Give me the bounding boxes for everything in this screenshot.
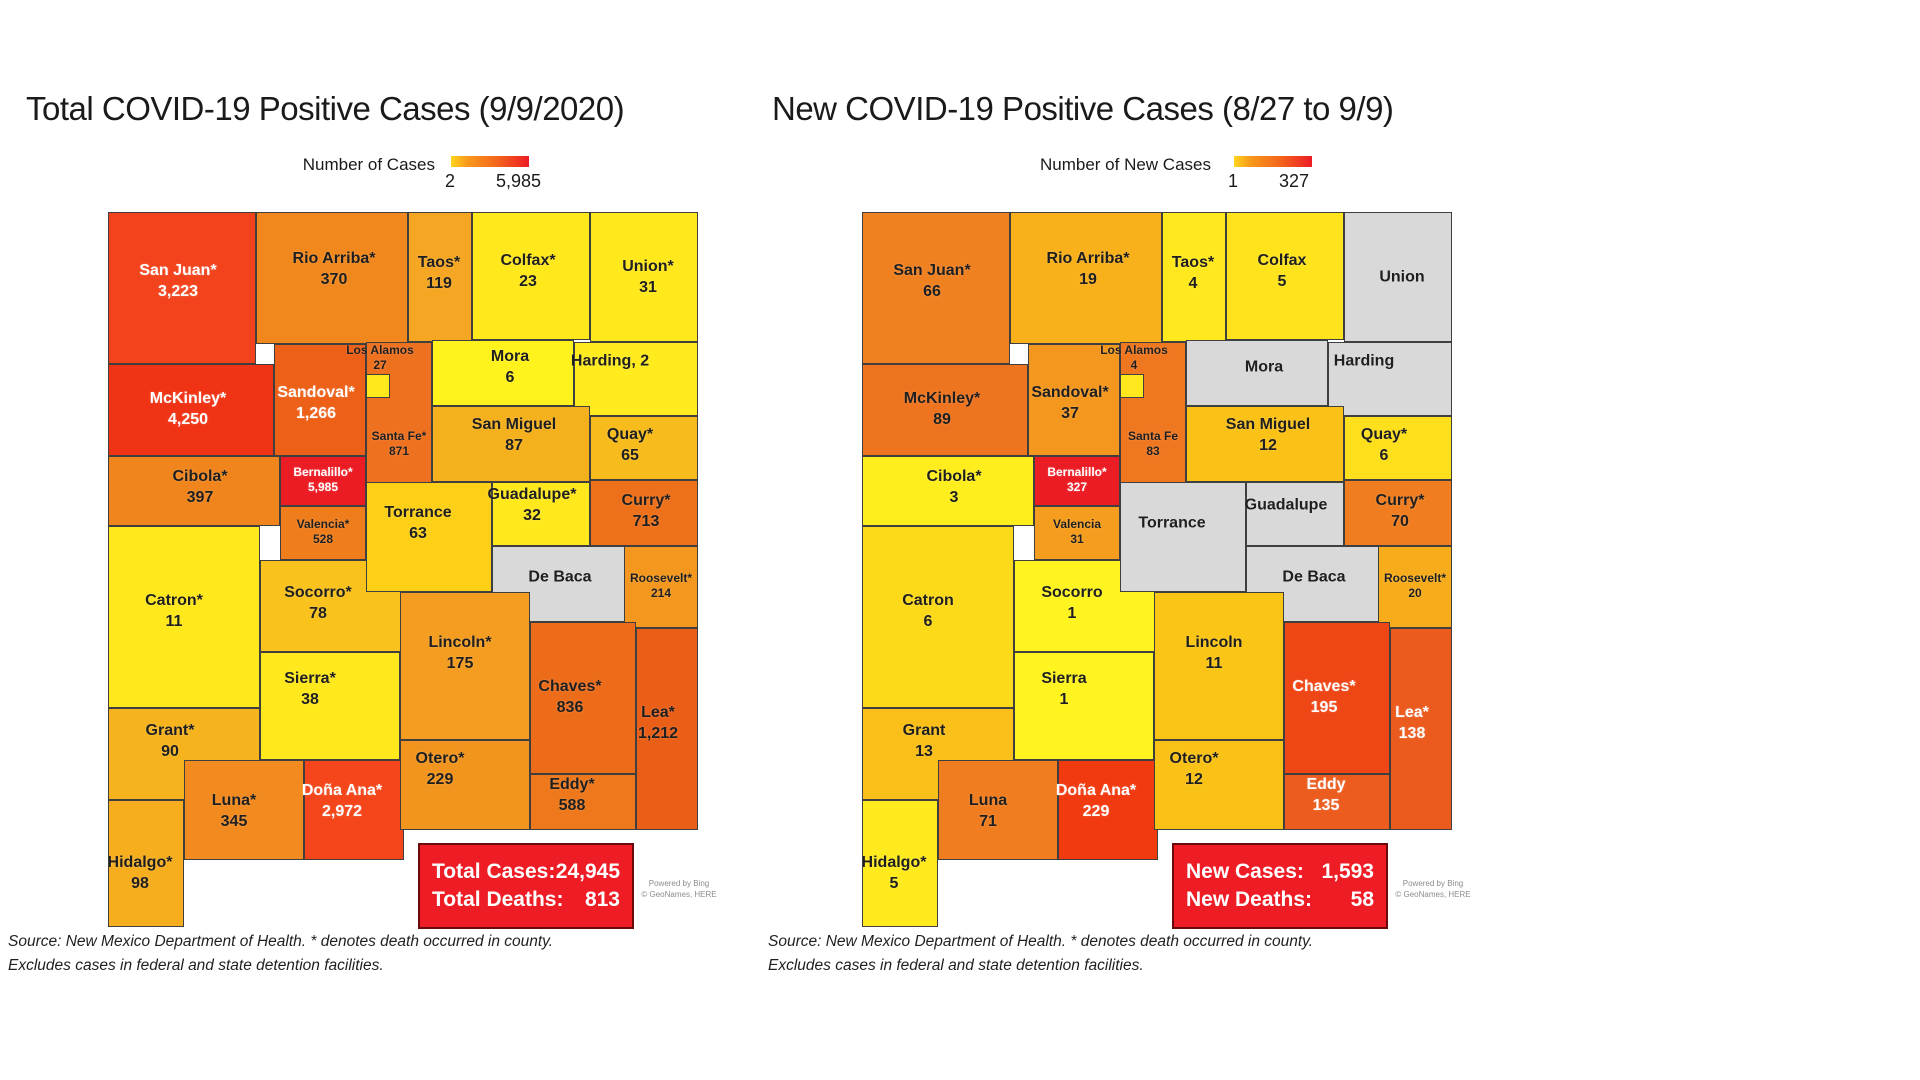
county-valencia[interactable]: [1034, 506, 1120, 560]
county-santa-fe[interactable]: [366, 342, 432, 488]
county-luna[interactable]: [938, 760, 1058, 860]
new-cases-row: New Cases: 1,593: [1186, 860, 1374, 884]
county-otero[interactable]: [400, 740, 530, 830]
new-deaths-row: New Deaths: 58: [1186, 888, 1374, 912]
left-legend-max-value: 5,985: [496, 171, 542, 191]
county-bernalillo[interactable]: [1034, 456, 1120, 506]
new-summary-box: New Cases: 1,593 New Deaths: 58: [1172, 843, 1388, 929]
county-taos[interactable]: [1162, 212, 1226, 342]
county-union[interactable]: [1344, 212, 1452, 342]
powered-by-bing-text: Powered by Bing: [648, 879, 710, 888]
county-los-alamos[interactable]: [366, 374, 390, 398]
county-mckinley[interactable]: [108, 364, 274, 456]
right-source-note: Source: New Mexico Department of Health.…: [768, 933, 1314, 975]
county-otero[interactable]: [1154, 740, 1284, 830]
new-cases-value: 1,593: [1321, 860, 1374, 883]
county-dona-ana[interactable]: [304, 760, 404, 860]
right-legend-gradient-bar: [1234, 156, 1312, 167]
left-legend-title: Number of Cases: [302, 155, 435, 174]
county-lincoln[interactable]: [400, 592, 530, 740]
county-san-miguel[interactable]: [432, 406, 590, 482]
county-lea[interactable]: [636, 628, 698, 830]
left-source-note: Source: New Mexico Department of Health.…: [8, 933, 554, 975]
county-rio-arriba[interactable]: [1010, 212, 1162, 344]
county-santa-fe[interactable]: [1120, 342, 1186, 488]
county-catron[interactable]: [108, 526, 260, 708]
geonames-here-text: © GeoNames, HERE: [641, 890, 717, 899]
county-cibola[interactable]: [108, 456, 280, 526]
county-sierra[interactable]: [260, 652, 400, 760]
left-legend-gradient-bar: [451, 156, 529, 167]
county-torrance[interactable]: [366, 482, 492, 592]
county-chaves[interactable]: [530, 622, 636, 774]
geonames-here-text: © GeoNames, HERE: [1395, 890, 1471, 899]
county-san-juan[interactable]: [862, 212, 1010, 364]
right-legend-max-value: 327: [1279, 171, 1310, 191]
county-torrance[interactable]: [1120, 482, 1246, 592]
county-bernalillo[interactable]: [280, 456, 366, 506]
bing-attribution: Powered by Bing © GeoNames, HERE: [640, 878, 718, 900]
map-new-cases: San Juan* 66 Rio Arriba* 19 Taos* 4 Colfax 5 Uni…: [862, 212, 1452, 927]
county-curry[interactable]: [1344, 480, 1452, 546]
county-colfax[interactable]: [472, 212, 590, 340]
county-mora[interactable]: [1186, 340, 1328, 406]
left-map-title: Total COVID-19 Positive Cases (9/9/2020): [26, 90, 625, 127]
total-cases-label: Total Cases:: [432, 860, 556, 883]
map-total-cases: San Juan* 3,223 Rio Arriba* 370 Taos* 119 Colf…: [108, 212, 698, 927]
county-harding[interactable]: [1328, 342, 1452, 416]
county-union[interactable]: [590, 212, 698, 342]
county-guadalupe[interactable]: [1246, 482, 1344, 546]
county-rio-arriba[interactable]: [256, 212, 408, 344]
county-sierra[interactable]: [1014, 652, 1154, 760]
county-luna[interactable]: [184, 760, 304, 860]
county-colfax[interactable]: [1226, 212, 1344, 340]
county-san-juan[interactable]: [108, 212, 256, 364]
right-legend-title: Number of New Cases: [1039, 155, 1211, 174]
new-deaths-value: 58: [1350, 888, 1374, 911]
right-map-title: New COVID-19 Positive Cases (8/27 to 9/9…: [772, 90, 1394, 127]
left-legend-min-value: 2: [445, 171, 456, 191]
county-dona-ana[interactable]: [1058, 760, 1158, 860]
total-cases-value: 24,945: [555, 860, 620, 883]
county-eddy[interactable]: [1284, 774, 1390, 830]
county-quay[interactable]: [590, 416, 698, 480]
county-sandoval[interactable]: [1028, 344, 1120, 456]
powered-by-bing-text: Powered by Bing: [1402, 879, 1464, 888]
county-sandoval[interactable]: [274, 344, 366, 456]
county-de-baca[interactable]: [1246, 546, 1382, 622]
new-deaths-label: New Deaths:: [1186, 888, 1313, 911]
county-taos[interactable]: [408, 212, 472, 342]
county-valencia[interactable]: [280, 506, 366, 560]
county-catron[interactable]: [862, 526, 1014, 708]
county-san-miguel[interactable]: [1186, 406, 1344, 482]
county-cibola[interactable]: [862, 456, 1034, 526]
county-lincoln[interactable]: [1154, 592, 1284, 740]
total-deaths-value: 813: [584, 888, 620, 911]
county-quay[interactable]: [1344, 416, 1452, 480]
county-roosevelt[interactable]: [1378, 546, 1452, 628]
county-mora[interactable]: [432, 340, 574, 406]
total-deaths-label: Total Deaths:: [432, 888, 564, 911]
county-eddy[interactable]: [530, 774, 636, 830]
total-deaths-row: Total Deaths: 813: [432, 888, 620, 912]
county-curry[interactable]: [590, 480, 698, 546]
new-cases-label: New Cases:: [1186, 860, 1304, 883]
total-summary-box: Total Cases: 24,945 Total Deaths: 813: [418, 843, 634, 929]
county-roosevelt[interactable]: [624, 546, 698, 628]
county-hidalgo[interactable]: [108, 800, 184, 927]
right-legend-min-value: 1: [1228, 171, 1239, 191]
county-guadalupe[interactable]: [492, 482, 590, 546]
county-los-alamos[interactable]: [1120, 374, 1144, 398]
county-harding[interactable]: [574, 342, 698, 416]
county-mckinley[interactable]: [862, 364, 1028, 456]
total-cases-row: Total Cases: 24,945: [432, 860, 620, 884]
bing-attribution: Powered by Bing © GeoNames, HERE: [1394, 878, 1472, 900]
county-lea[interactable]: [1390, 628, 1452, 830]
county-chaves[interactable]: [1284, 622, 1390, 774]
county-hidalgo[interactable]: [862, 800, 938, 927]
